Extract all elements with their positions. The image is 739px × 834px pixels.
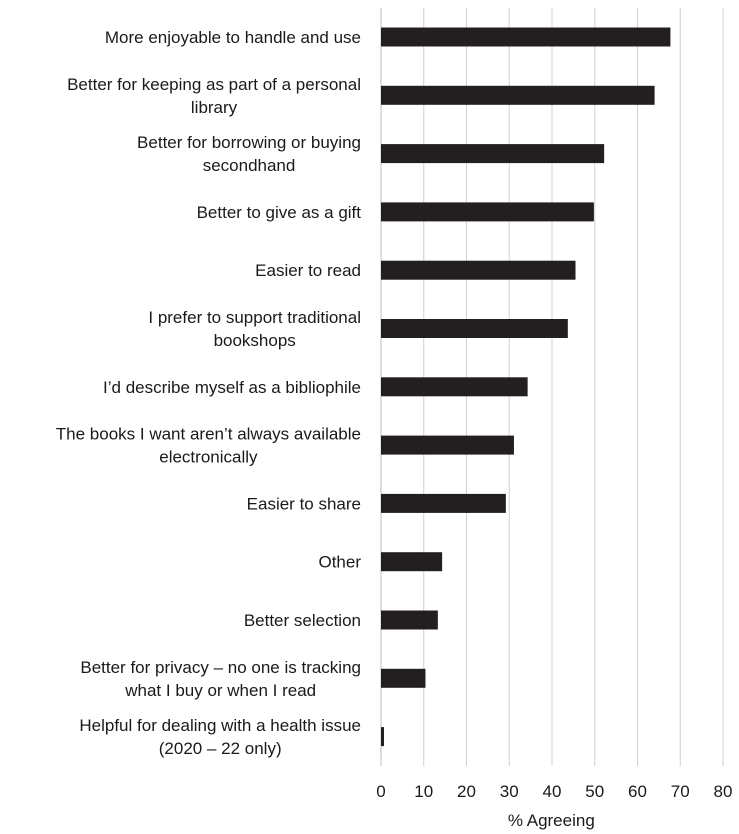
x-tick-label: 50 xyxy=(585,782,604,801)
category-label: Better for privacy – no one is tracking w… xyxy=(80,658,361,700)
bar xyxy=(381,260,576,280)
x-axis-title: % Agreeing xyxy=(508,811,595,830)
bar xyxy=(381,610,438,630)
category-label: Better to give as a gift xyxy=(197,203,362,222)
x-tick-label: 70 xyxy=(671,782,690,801)
category-label: More enjoyable to handle and use xyxy=(105,28,361,47)
bar xyxy=(381,552,443,572)
bars xyxy=(381,27,671,747)
category-label: Easier to read xyxy=(255,261,361,280)
category-label: Better for keeping as part of a personal… xyxy=(67,75,361,117)
category-label: I prefer to support traditional bookshops xyxy=(148,308,361,350)
x-tick-label: 60 xyxy=(628,782,647,801)
x-tick-label: 20 xyxy=(457,782,476,801)
x-tick-label: 10 xyxy=(414,782,433,801)
x-tick-labels: 0 10 20 30 40 50 60 70 80 xyxy=(376,782,732,801)
bar xyxy=(381,319,568,338)
gridlines xyxy=(380,8,724,766)
category-label: Better selection xyxy=(244,611,361,630)
bar xyxy=(381,202,594,222)
bar xyxy=(381,377,528,397)
bar xyxy=(381,27,671,47)
x-tick-label: 0 xyxy=(376,782,385,801)
category-label: Better for borrowing or buying secondhand xyxy=(137,133,361,175)
category-label: Other xyxy=(318,553,361,572)
x-tick-label: 40 xyxy=(543,782,562,801)
category-labels: More enjoyable to handle and use Better f… xyxy=(56,28,362,758)
category-label: The books I want aren’t always available… xyxy=(56,425,361,467)
bar xyxy=(381,144,605,164)
bar xyxy=(381,85,655,105)
x-tick-label: 80 xyxy=(714,782,733,801)
category-label: Helpful for dealing with a health issue(… xyxy=(79,716,361,758)
x-tick-label: 30 xyxy=(500,782,519,801)
bar xyxy=(381,435,514,455)
bar xyxy=(381,493,506,513)
category-label: Easier to share xyxy=(247,494,361,513)
category-label: I’d describe myself as a bibliophile xyxy=(103,378,361,397)
bar xyxy=(381,727,384,747)
bar xyxy=(381,668,426,688)
